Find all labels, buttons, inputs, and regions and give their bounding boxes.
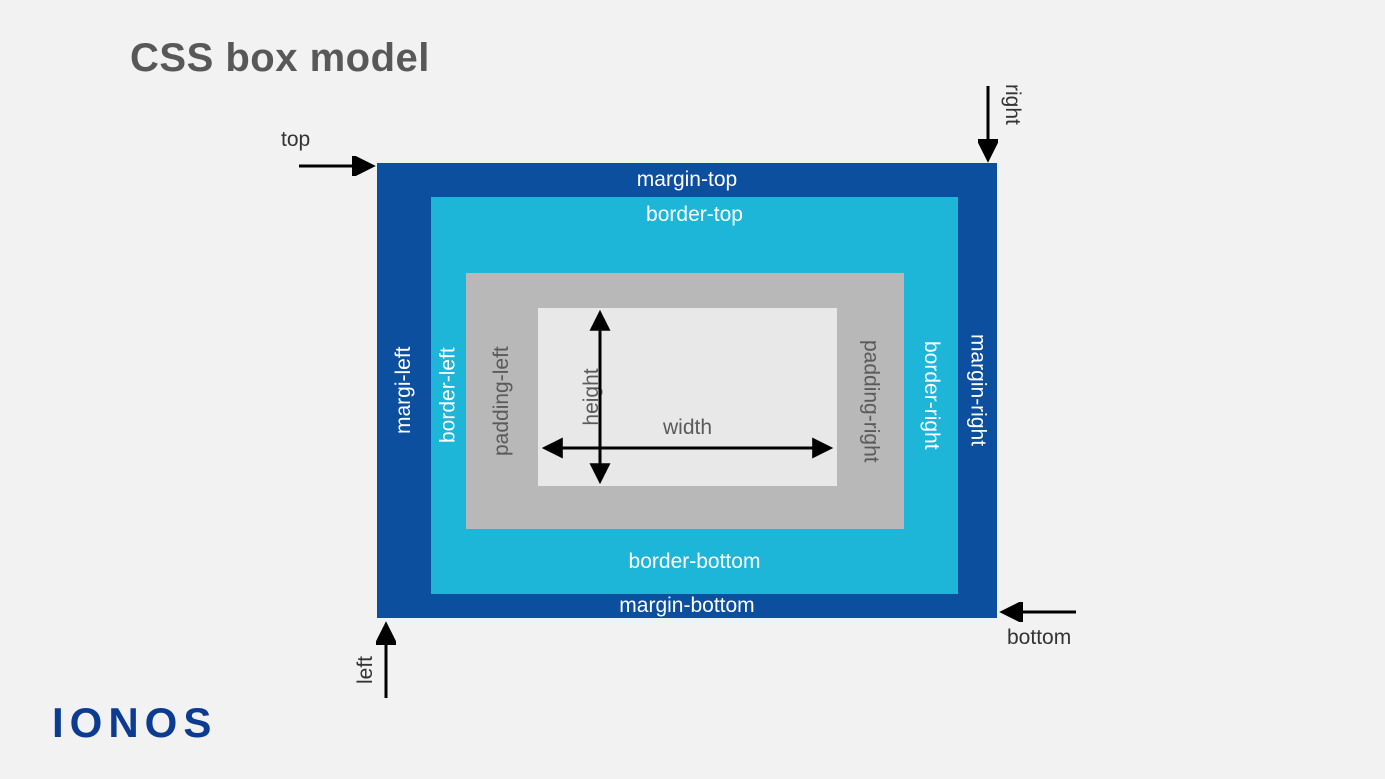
bottom-outer-label: bottom [1007,626,1071,650]
padding-right-label: padding-right [837,273,904,529]
content-box: height width [538,308,837,486]
border-top-label: border-top [431,197,958,273]
border-left-label: border-left [431,197,466,594]
top-arrow-icon [297,156,377,176]
bottom-arrow-icon [998,602,1078,622]
padding-left-label: padding-left [466,273,538,529]
logo: IONOS [52,699,217,747]
margin-left-label: margi-left [377,163,431,618]
margin-top-label: margin-top [377,163,997,197]
border-bottom-label: border-bottom [431,529,958,594]
margin-bottom-label: margin-bottom [377,594,997,618]
top-outer-label: top [281,128,310,152]
content-arrows-icon [538,308,837,486]
page-title: CSS box model [130,36,430,81]
border-right-label: border-right [904,197,958,594]
right-outer-label: right [1000,84,1024,125]
margin-right-label: margin-right [958,163,997,618]
right-arrow-icon [978,84,998,164]
left-arrow-icon [376,620,396,700]
left-outer-label: left [354,656,378,684]
